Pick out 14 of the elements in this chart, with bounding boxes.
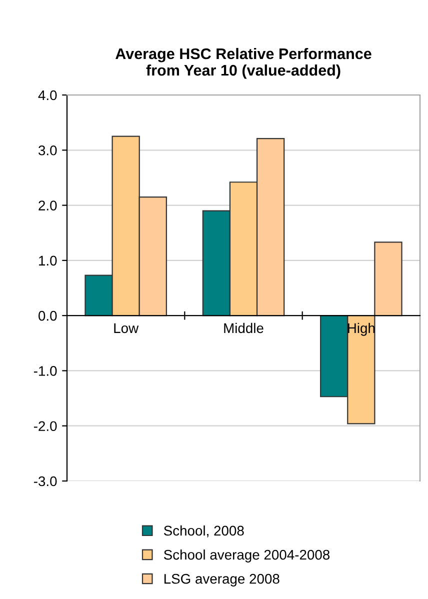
chart-title: Average HSC Relative Performance from Year 10 (value-added) (116, 48, 372, 79)
y-tick-label: 4.0 (38, 90, 57, 100)
legend-label: School, 2008 (164, 525, 244, 538)
y-tick-label: -2.0 (34, 421, 57, 432)
y-tick-label: -1.0 (34, 366, 57, 376)
legend-label: School average 2004-2008 (164, 549, 330, 562)
y-tick-label: -3.0 (34, 476, 57, 486)
legend-label: LSG average 2008 (164, 574, 280, 586)
x-tick-label: Middle (224, 322, 264, 334)
y-tick-label: 1.0 (39, 256, 57, 266)
y-tick-label: 3.0 (38, 145, 57, 156)
x-tick-label: Low (114, 323, 139, 334)
y-tick-label: 2.0 (38, 200, 57, 210)
y-tick-label: 0.0 (38, 310, 57, 321)
